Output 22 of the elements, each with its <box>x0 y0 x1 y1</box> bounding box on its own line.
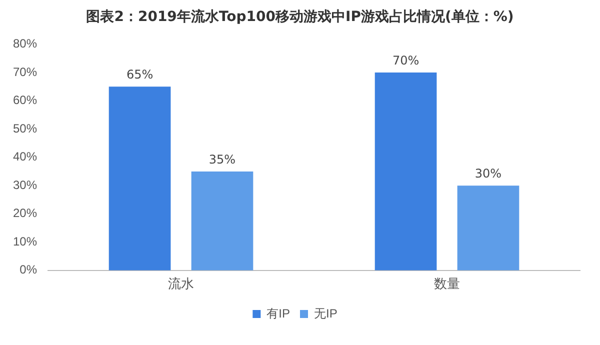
y-tick-label: 40% <box>12 150 38 164</box>
x-tick-label: 数量 <box>434 276 460 291</box>
bar <box>191 171 254 270</box>
data-label: 35% <box>208 152 236 167</box>
y-tick-label: 30% <box>12 178 38 192</box>
data-label: 70% <box>392 54 420 68</box>
x-tick-label: 流水 <box>168 276 194 291</box>
chart-title: 图表2：2019年流水Top100移动游戏中IP游戏占比情况(单位：%) <box>85 8 515 26</box>
data-label: 65% <box>126 68 154 82</box>
y-tick-label: 70% <box>12 64 38 79</box>
legend-label: 有IP <box>266 306 290 320</box>
bar <box>108 86 171 270</box>
bar <box>374 72 437 270</box>
legend-label: 无IP <box>314 306 338 320</box>
y-tick-label: 20% <box>12 206 38 220</box>
y-tick-label: 50% <box>12 121 38 136</box>
y-tick-label: 80% <box>12 36 38 51</box>
data-label: 30% <box>474 166 502 181</box>
bar <box>457 186 520 270</box>
y-tick-label: 0% <box>20 262 38 277</box>
y-tick-label: 10% <box>12 234 38 248</box>
y-tick-label: 60% <box>12 93 38 108</box>
